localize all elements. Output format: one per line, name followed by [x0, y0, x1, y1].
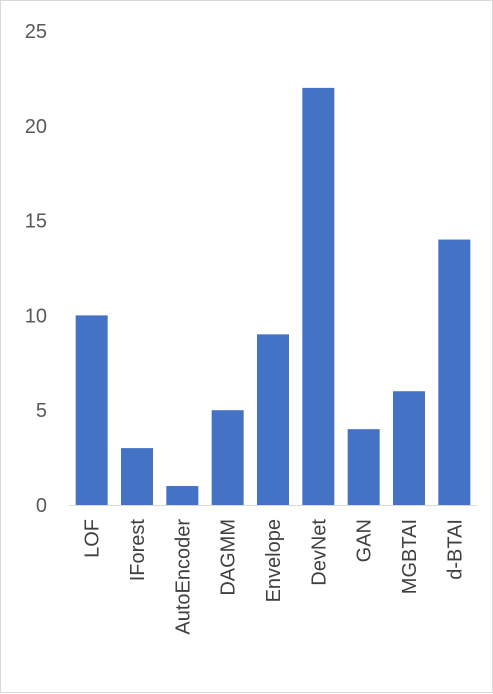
bar-autoencoder: [166, 486, 199, 505]
x-category-label: LOF: [82, 519, 104, 558]
x-category-label: GAN: [354, 519, 376, 562]
bar-envelope: [257, 334, 289, 505]
y-tick-label: 5: [36, 400, 47, 422]
bar-gan: [347, 429, 380, 505]
bar-devnet: [302, 87, 335, 505]
x-category-label: MGBTAI: [399, 519, 421, 594]
x-category-label: IForest: [127, 519, 149, 582]
x-category-label: Envelope: [263, 519, 285, 602]
y-tick-label: 20: [25, 116, 47, 138]
bar-mgbtai: [393, 391, 425, 505]
y-axis-ticks: 0 5 10 15 20 25: [25, 21, 47, 517]
y-tick-label: 10: [25, 305, 47, 327]
x-category-label: AutoEncoder: [172, 519, 194, 635]
bar-lof: [75, 315, 108, 505]
bar-dagmm: [211, 410, 244, 505]
x-axis-labels: LOF IForest AutoEncoder DAGMM Envelope DevNet…: [82, 519, 467, 635]
bars: [75, 87, 471, 505]
bar-d-btai: [438, 239, 471, 505]
y-tick-label: 15: [25, 211, 47, 233]
x-category-label: d-BTAI: [444, 519, 466, 580]
y-tick-label: 0: [36, 495, 47, 517]
x-category-label: DAGMM: [218, 519, 240, 596]
x-category-label: DevNet: [308, 519, 330, 586]
bar-iforest: [121, 448, 153, 505]
y-tick-label: 25: [25, 21, 47, 43]
